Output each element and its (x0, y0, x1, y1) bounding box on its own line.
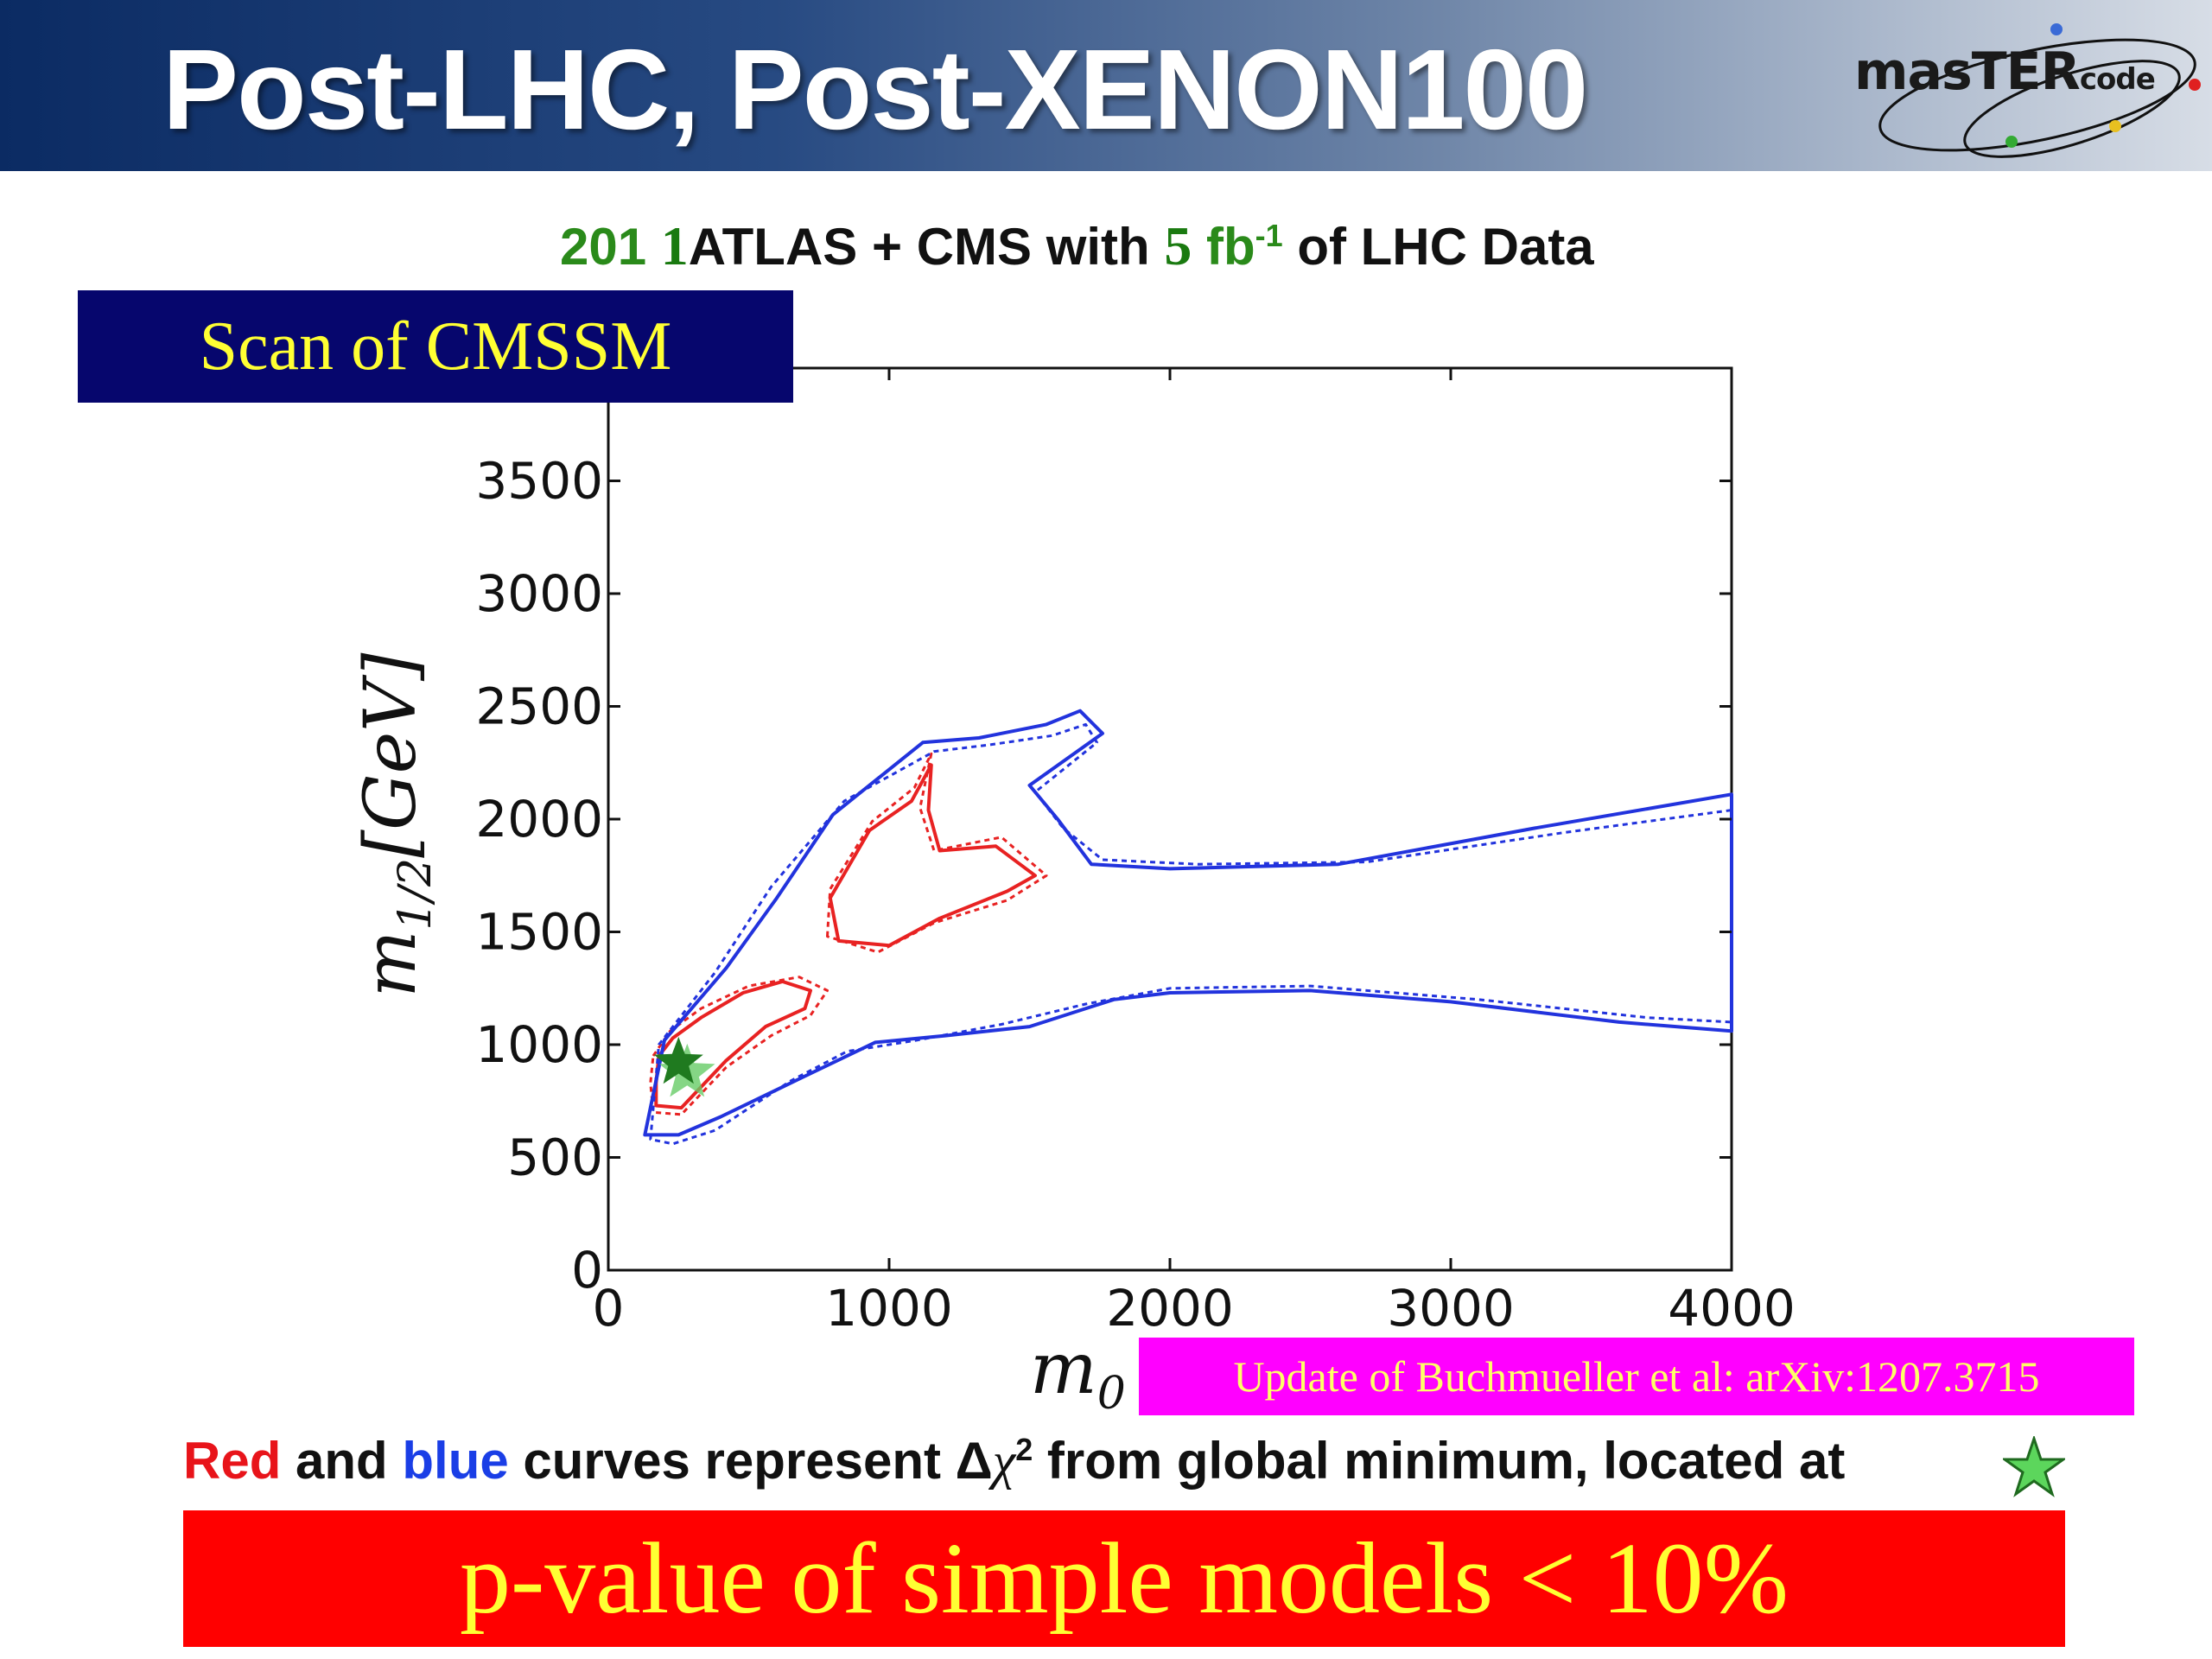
y-tick-label: 3000 (475, 564, 603, 623)
x-tick-label: 4000 (1668, 1279, 1796, 1338)
red-dashed-contour (826, 752, 1048, 954)
subtitle-lumi-number: 5 (1164, 215, 1192, 276)
y-tick-label: 3500 (475, 452, 603, 511)
x-tick-label: 2000 (1106, 1279, 1234, 1338)
y-tick-label: 500 (507, 1128, 603, 1187)
y-tick-label: 2500 (475, 677, 603, 736)
caption-and: and (296, 1432, 388, 1490)
y-label-unit: [GeV] (350, 652, 432, 858)
tick-layer: 0 1000 2000 3000 4000 0 500 1000 1500 2000 2500 300… (475, 368, 1796, 1338)
caption-red-word: Red (183, 1432, 282, 1490)
plot-area (607, 366, 1733, 1272)
caption-line: Red and blue curves represent Δχ2 from g… (183, 1431, 1845, 1491)
y-tick-label: 1500 (475, 903, 603, 962)
caption-end: from global minimum, located at (1046, 1432, 1846, 1490)
reference-box: Update of Buchmueller et al: arXiv:1207.… (1139, 1338, 2134, 1415)
caption-chi: χ (992, 1433, 1016, 1490)
slide-header: Post-LHC, Post-XENON100 masTERcode (0, 0, 2212, 171)
caption-square: 2 (1015, 1432, 1033, 1467)
x-axis-label: m0 (1030, 1328, 1126, 1420)
plot-subtitle: 201 1ATLAS + CMS with 5 fb-1 of LHC Data (560, 214, 1594, 278)
y-label-subscript: 1/2 (390, 858, 442, 931)
logo-wordmark: masTERcode (1854, 41, 2156, 102)
caption-middle: curves represent (523, 1432, 941, 1490)
x-tick-label: 0 (593, 1279, 625, 1338)
logo-main-text: masTER (1854, 41, 2081, 102)
mastercode-logo: masTERcode (1840, 16, 2203, 162)
subtitle-year-a: 201 (560, 218, 647, 276)
mastercode-orbit-logo-icon (1878, 23, 2201, 158)
subtitle-experiments: ATLAS + CMS with (688, 218, 1150, 276)
conclusion-box: p-value of simple models < 10% (183, 1510, 2065, 1647)
slide-title: Post-LHC, Post-XENON100 (162, 26, 1588, 153)
red-solid-contour (654, 979, 812, 1110)
caption-delta: Δ (955, 1432, 993, 1490)
y-axis-label: m1/2[GeV] (350, 652, 442, 998)
red-dashed-contour (649, 976, 829, 1116)
subtitle-lumi-unit: fb (1206, 218, 1255, 276)
logo-small-text: code (2079, 62, 2156, 97)
subtitle-rest: of LHC Data (1297, 218, 1594, 276)
green-star-icon (2003, 1436, 2065, 1497)
subtitle-year-b: 1 (660, 215, 689, 276)
y-tick-label: 1000 (475, 1015, 603, 1074)
y-tick-label: 2000 (475, 790, 603, 849)
contour-layer (643, 709, 1733, 1146)
x-label-subscript: 0 (1097, 1368, 1126, 1420)
plot-frame (607, 366, 1733, 1272)
x-tick-label: 3000 (1387, 1279, 1515, 1338)
y-tick-label: 0 (571, 1241, 603, 1300)
scan-label-box: Scan of CMSSM (78, 290, 793, 403)
blue-dashed-contour (649, 722, 1733, 1146)
caption-blue-word: blue (402, 1432, 509, 1490)
subtitle-lumi-exponent: -1 (1255, 218, 1283, 253)
x-tick-label: 1000 (825, 1279, 953, 1338)
best-fit-star (653, 1036, 703, 1084)
